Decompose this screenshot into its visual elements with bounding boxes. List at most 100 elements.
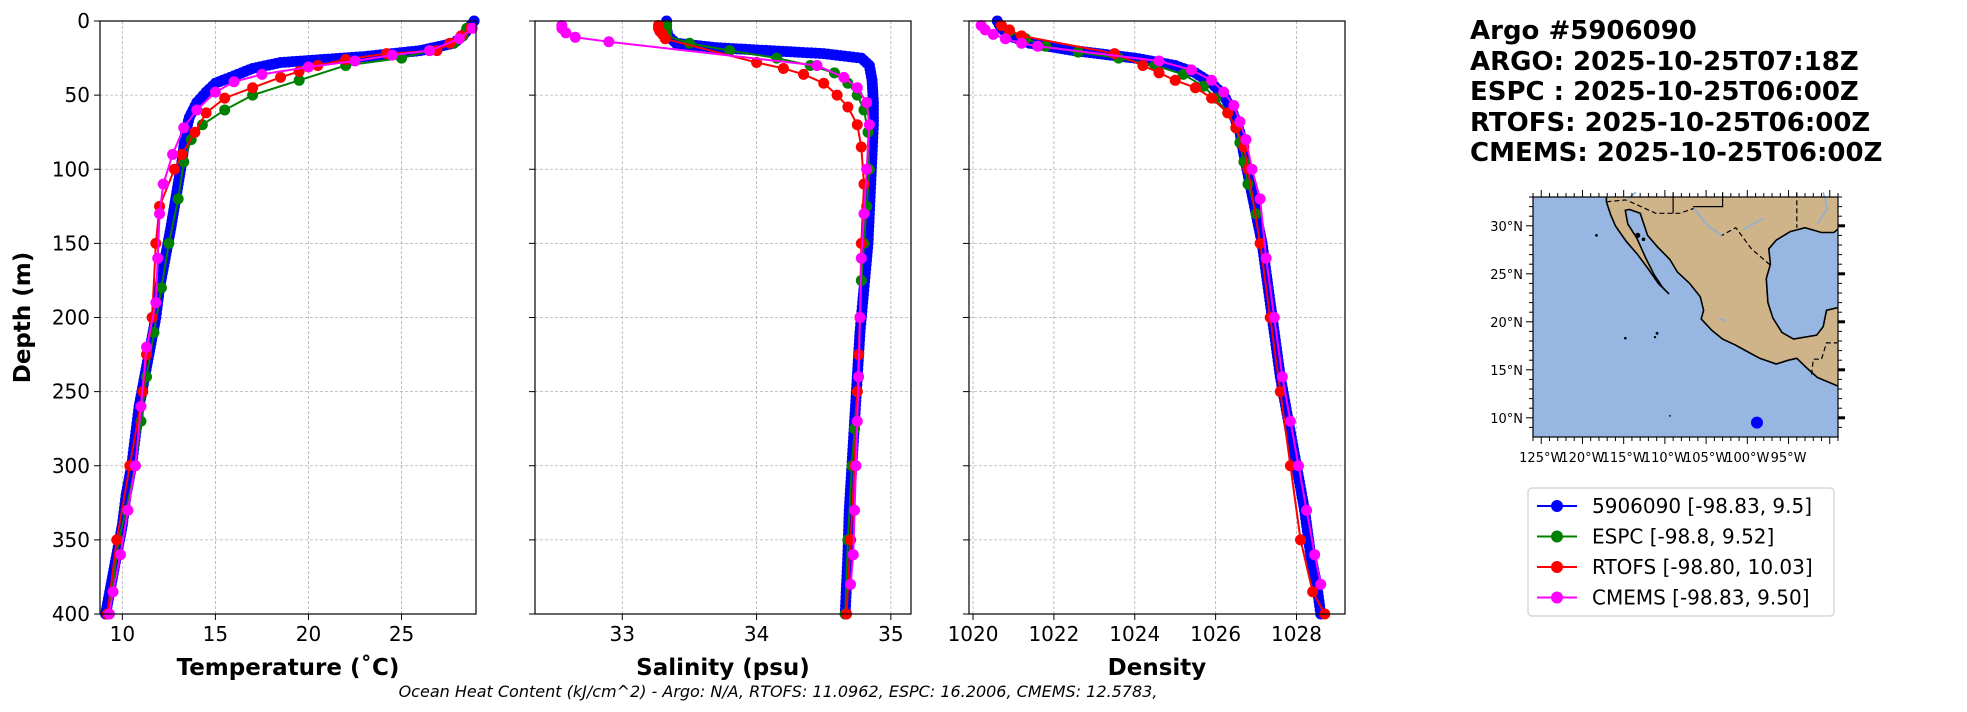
data-point-cmems [855,252,867,264]
data-point-rtofs [1109,48,1121,60]
y-tick-label: 200 [52,306,90,330]
data-point-rtofs [111,534,123,546]
data-point-rtofs [858,178,870,190]
data-point-cmems [603,36,615,48]
data-point-cmems [167,148,179,160]
panel-temperature: 10 15 20 25050100150200250300350400Temperat… [10,9,480,681]
y-tick-label: 350 [52,528,90,552]
data-point-cmems [209,86,221,98]
data-point-cmems [129,460,141,472]
data-point-rtofs [831,89,843,101]
data-point-cmems [811,59,823,71]
legend-marker [1551,500,1563,512]
legend-entry-rtofs: RTOFS [-98.80, 10.03] [1537,555,1813,579]
data-point-espc [163,237,175,249]
location-map: 30°N 25°N 20°N 15°N 10°N 125°W120°W115°W110°W… [1490,190,1845,466]
island [1655,331,1659,335]
data-point-rtofs [1153,67,1165,79]
y-axis-label: Depth (m) [10,252,36,384]
data-point-rtofs [1274,386,1286,398]
map-lon-label: 110°W [1643,451,1687,466]
legend-marker [1551,591,1563,604]
data-point-rtofs [200,107,212,119]
data-point-cmems [1309,549,1321,561]
data-point-cmems [423,45,435,57]
data-point-cmems [851,415,863,427]
island [1624,336,1627,340]
river [1816,192,1829,225]
x-tick-label: 25 [389,622,414,646]
x-tick-label: 20 [296,622,321,646]
data-point-rtofs [1254,237,1266,249]
data-point-cmems [838,71,850,83]
y-tick-label: 50 [65,83,90,107]
x-axis-label: Density [1108,655,1207,681]
data-point-rtofs [176,148,188,160]
map-lat-label: 30°N [1490,220,1523,235]
data-point-cmems [560,27,572,39]
data-point-rtofs [1137,59,1149,71]
river [1742,217,1765,231]
data-point-cmems [1218,86,1230,98]
y-tick-label: 150 [52,231,90,255]
data-point-cmems [1240,134,1252,146]
data-point-cmems [1185,64,1197,76]
data-point-cmems [861,163,873,175]
espc-time: ESPC : 2025-10-25T06:00Z [1470,77,1859,107]
river [1693,207,1723,237]
data-point-cmems [150,297,162,309]
series-cmems-density [975,19,1327,590]
data-point-cmems [1254,193,1266,205]
river [1625,191,1637,201]
argo-float-title: Argo #5906090 [1470,16,1697,46]
data-point-rtofs [659,33,671,45]
data-point-rtofs [798,68,810,80]
data-point-cmems [228,76,240,88]
map-lon-label: 105°W [1684,451,1728,466]
data-point-cmems [157,178,169,190]
island [1668,414,1671,417]
data-point-cmems [191,104,203,116]
data-point-cmems [849,504,861,516]
data-point-cmems [987,28,999,40]
island [1595,234,1598,237]
cmems-time: CMEMS: 2025-10-25T06:00Z [1470,138,1883,168]
border-us-mexico [1606,199,1771,266]
x-tick-label: 1020 [948,622,999,646]
border-guatemala [1811,342,1838,375]
data-point-cmems [1293,460,1305,472]
data-point-espc [724,45,736,57]
x-tick-label: 34 [744,622,769,646]
data-point-cmems [1260,252,1272,264]
legend-label: 5906090 [-98.83, 9.5] [1592,494,1812,518]
data-point-espc [172,193,184,205]
data-point-cmems [256,68,268,80]
data-point-cmems [569,31,581,43]
data-point-cmems [851,82,863,94]
y-tick-label: 400 [52,602,90,626]
data-point-cmems [861,97,873,109]
data-point-cmems [850,460,862,472]
data-point-cmems [386,49,398,61]
data-point-espc [196,119,208,131]
legend-entry-argo: 5906090 [-98.83, 9.5] [1537,494,1812,518]
data-point-cmems [453,33,465,45]
data-point-cmems [1284,415,1296,427]
legend-entry-espc: ESPC [-98.8, 9.52] [1537,525,1774,549]
data-point-rtofs [275,71,287,83]
data-point-cmems [466,22,478,34]
land-group [1605,197,1838,387]
series-cmems-salinity [556,19,875,590]
series-line-cmems [560,25,871,585]
map-lat-label: 20°N [1490,316,1523,331]
data-point-espc [293,74,305,86]
x-tick-label: 1024 [1109,622,1160,646]
data-point-cmems [1234,116,1246,128]
data-point-cmems [854,312,866,323]
y-tick-label: 0 [77,9,90,33]
data-point-cmems [178,122,190,134]
x-tick-label: 33 [610,622,635,646]
x-tick-label: 10 [110,622,135,646]
data-point-rtofs [1206,92,1218,104]
